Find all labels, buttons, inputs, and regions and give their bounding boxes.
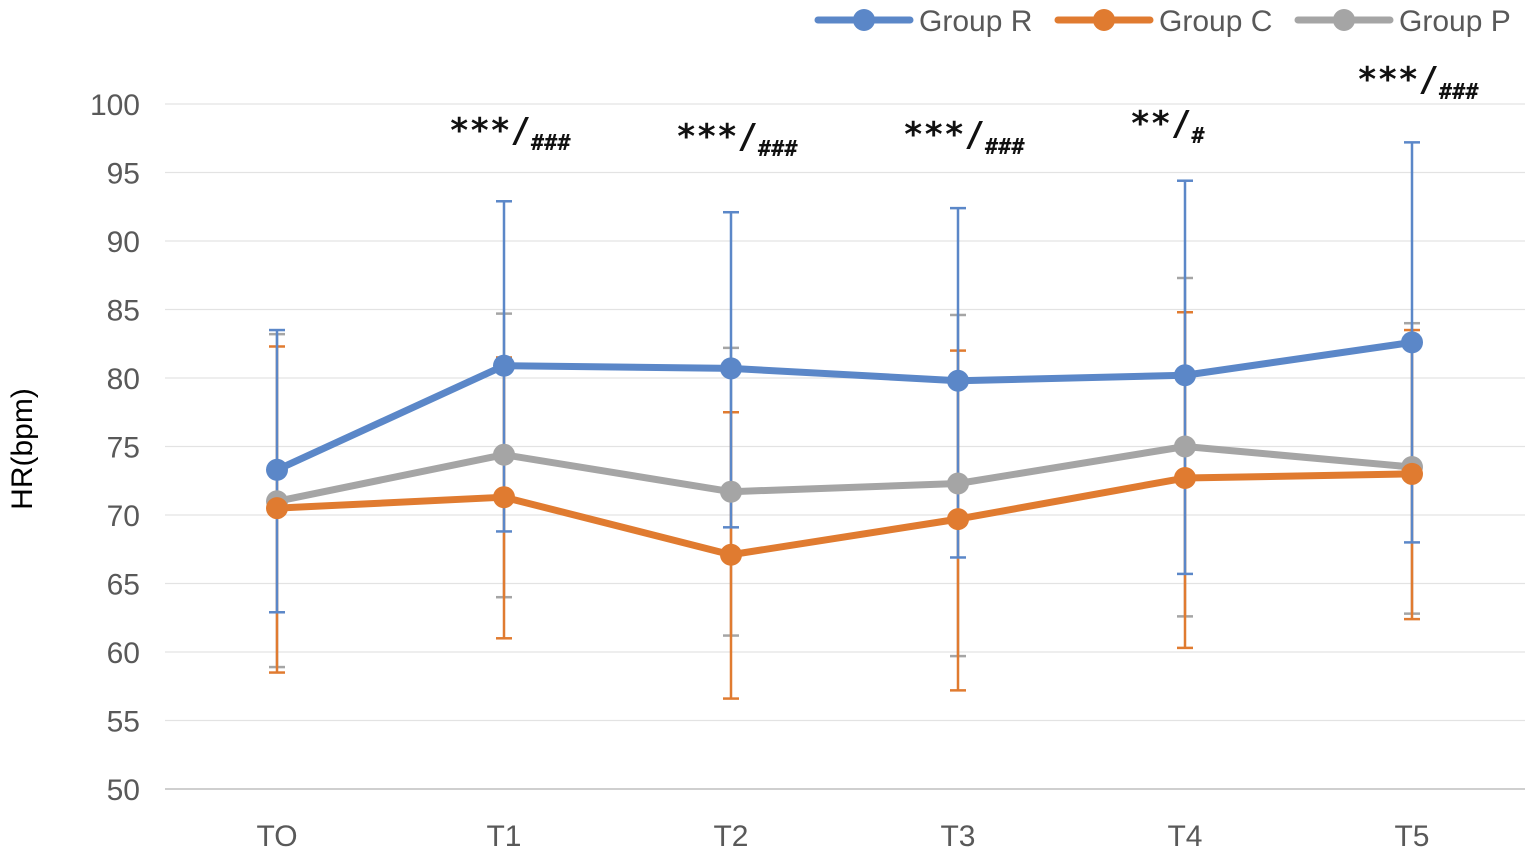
group-r-point (720, 357, 742, 380)
y-tick-label: 70 (107, 500, 140, 533)
significance-annotations: ***/### ***/### ***/###**/#***/### (449, 60, 1479, 162)
significance-hashes: ### (758, 137, 798, 162)
y-tick-label: 100 (90, 89, 140, 122)
group-r-point (947, 369, 969, 392)
significance-label: ***/### (676, 117, 798, 162)
y-tick-label: 65 (107, 569, 140, 602)
y-tick-label: 60 (107, 637, 140, 670)
x-tick-label: TO (256, 820, 297, 853)
significance-stars: ***/ (903, 115, 985, 155)
significance-label: ***/### (449, 111, 571, 156)
significance-label: **/# (1130, 104, 1205, 149)
y-tick-label: 85 (107, 295, 140, 328)
y-tick-label: 55 (107, 706, 140, 739)
group-p-line (273, 443, 1416, 505)
significance-stars: ***/ (449, 111, 531, 151)
group-r-legend-label: Group R (919, 5, 1032, 38)
x-axis-ticks: TO T1 T2 T3 T4 T5 (256, 820, 1429, 853)
y-axis-ticks: 50 55 60 65 70 75 80 85 90 95 100 (90, 89, 140, 807)
group-r-legend-marker (853, 9, 875, 31)
group-p-point (947, 472, 969, 495)
group-r-point (1174, 364, 1196, 387)
group-c-point (947, 508, 969, 531)
series-lines (273, 338, 1416, 559)
group-c-legend-label: Group C (1159, 5, 1272, 38)
group-c-point (1174, 467, 1196, 490)
group-c-point (493, 486, 515, 509)
x-tick-label: T4 (1167, 820, 1202, 853)
y-tick-label: 75 (107, 432, 140, 465)
significance-hashes: ### (1439, 80, 1479, 105)
group-p-point (1174, 435, 1196, 458)
gridlines (165, 103, 1525, 790)
group-p-legend-marker (1333, 9, 1355, 31)
group-c-point (720, 543, 742, 566)
series-markers (266, 331, 1423, 566)
y-tick-label: 50 (107, 774, 140, 807)
error-bars (269, 141, 1420, 700)
significance-stars: ***/ (1357, 60, 1439, 100)
group-p-legend-label: Group P (1399, 5, 1511, 38)
group-p-point (493, 443, 515, 466)
group-c-line (273, 470, 1416, 559)
y-tick-label: 90 (107, 226, 140, 259)
significance-label: ***/### (903, 115, 1025, 160)
y-tick-label: 80 (107, 363, 140, 396)
x-tick-label: T3 (940, 820, 975, 853)
x-tick-label: T5 (1394, 820, 1429, 853)
group-r-point (266, 458, 288, 481)
x-tick-label: T1 (486, 820, 521, 853)
group-c-point (1401, 462, 1423, 485)
group-r-point (493, 354, 515, 377)
significance-hashes: # (1191, 124, 1205, 149)
significance-label: ***/### (1357, 60, 1479, 105)
y-axis-label: HR(bpm) (6, 388, 39, 510)
y-tick-label: 95 (107, 158, 140, 191)
significance-stars: **/ (1130, 104, 1191, 144)
group-p-point (720, 480, 742, 503)
x-tick-label: T2 (713, 820, 748, 853)
legend: Group R Group C Group P (814, 5, 1511, 38)
significance-hashes: ### (985, 135, 1025, 160)
significance-hashes: ### (531, 131, 571, 156)
group-c-point (266, 497, 288, 520)
significance-stars: ***/ (676, 117, 758, 157)
group-r-line (273, 338, 1416, 474)
group-c-legend-marker (1093, 9, 1115, 31)
group-r-point (1401, 331, 1423, 354)
